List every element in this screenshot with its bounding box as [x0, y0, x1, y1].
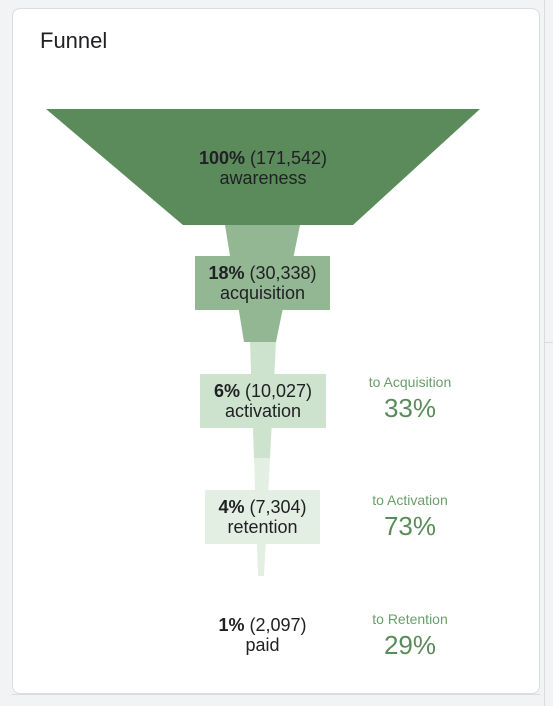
stage-count: (171,542) [250, 148, 328, 168]
stage-pct: 100% [198, 148, 245, 168]
stage-name: awareness [219, 168, 307, 188]
stage-label-acquisition: 18% (30,338) acquisition [195, 261, 330, 305]
label-box-retention [205, 490, 320, 544]
stage-count: (7,304) [249, 497, 307, 517]
stage-pct: 1% [218, 615, 245, 635]
conversion-label: to Activation [372, 492, 448, 508]
conversion-to-activation: to Activation 73% [350, 492, 470, 542]
stage-count: (30,338) [249, 263, 317, 283]
panel-divider-tick [544, 342, 553, 343]
conversion-to-acquisition: to Acquisition 33% [350, 374, 470, 424]
conversion-value: 33% [383, 393, 437, 423]
panel-divider [544, 0, 545, 706]
stage-pct: 6% [213, 381, 240, 401]
stage-count: (2,097) [249, 615, 307, 635]
stage-count: (10,027) [244, 381, 313, 401]
stage-pct: 18% [208, 263, 245, 283]
stage-label-activation: 6% (10,027) activation [200, 379, 326, 423]
conversion-label: to Acquisition [368, 374, 452, 390]
funnel-segment-awareness[interactable] [46, 109, 480, 225]
conversion-value: 73% [383, 511, 437, 541]
stage-name: paid [245, 635, 280, 655]
stage-name: retention [227, 517, 298, 537]
chart-title: Funnel [40, 28, 108, 53]
conversion-to-retention: to Retention 29% [350, 611, 470, 661]
conversion-label: to Retention [372, 611, 448, 627]
label-box-acquisition [195, 256, 330, 310]
stage-pct: 4% [218, 497, 245, 517]
stage-label-retention: 4% (7,304) retention [205, 495, 320, 539]
stage-name: activation [224, 401, 302, 421]
conversion-value: 29% [383, 630, 437, 660]
stage-name: acquisition [219, 283, 306, 303]
card-bottom-border [12, 694, 540, 695]
label-box-activation [200, 374, 326, 428]
stage-label-awareness: 100% (171,542) awareness [170, 146, 356, 190]
stage-label-paid: 1% (2,097) paid [205, 613, 320, 657]
